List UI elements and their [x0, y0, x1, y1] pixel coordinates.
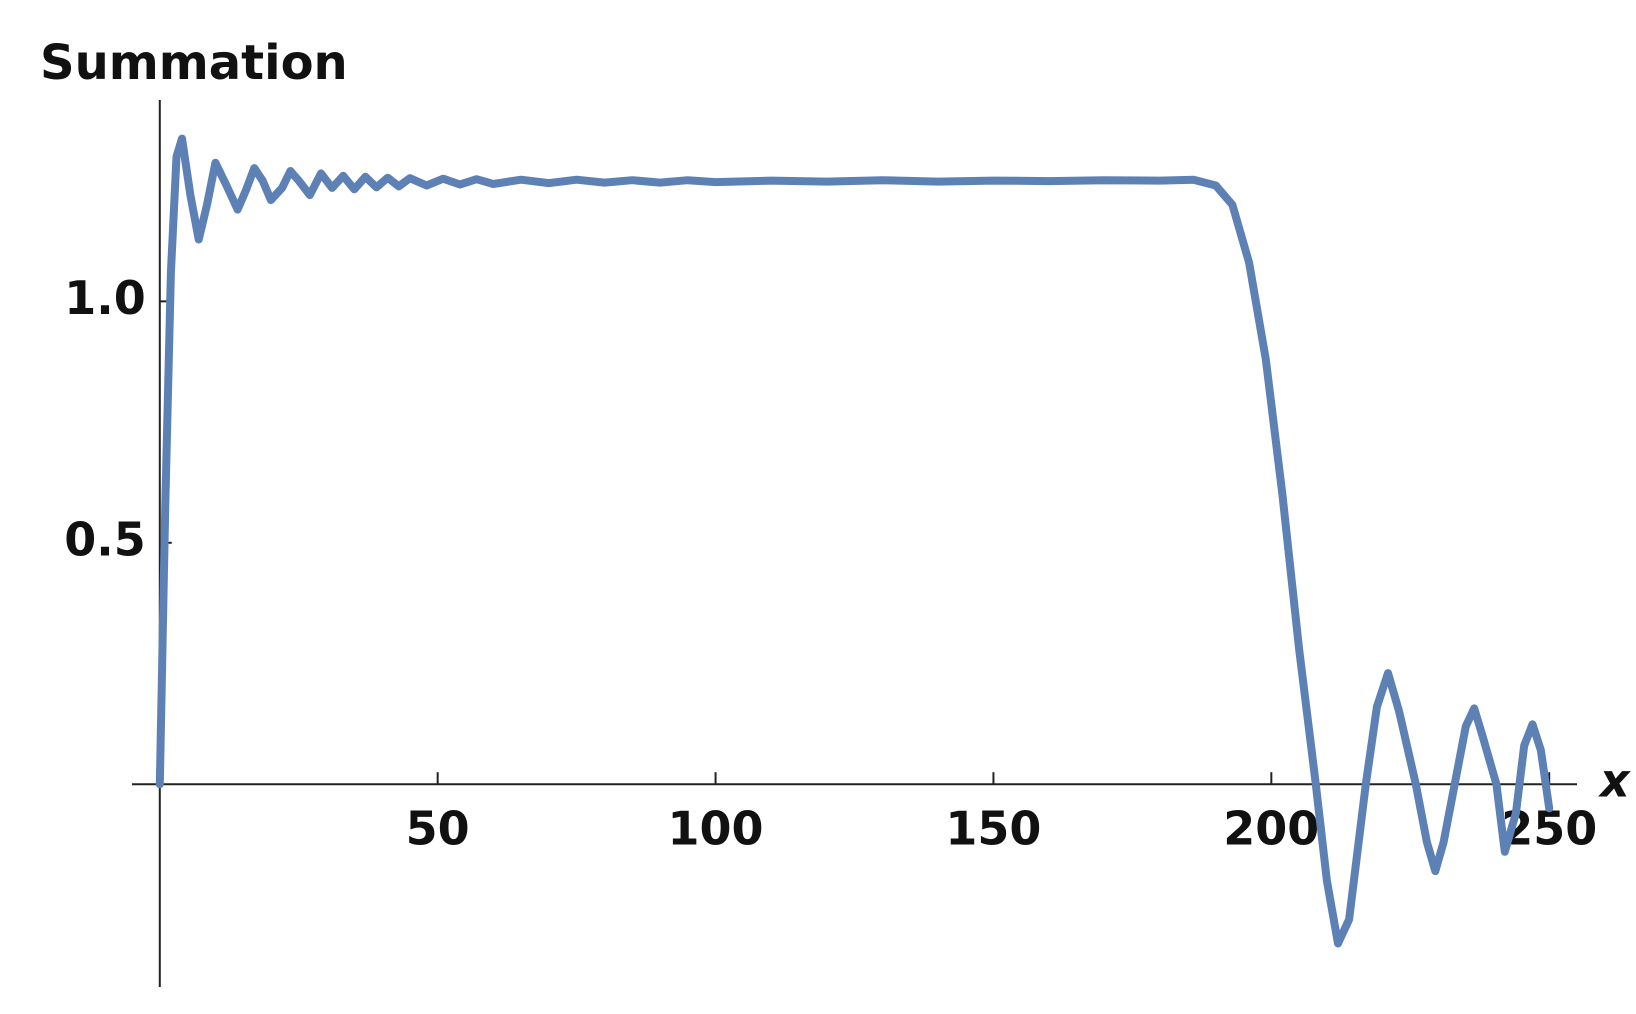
y-tick-label: 0.5 [64, 512, 146, 566]
line-series [155, 134, 1554, 948]
y-tick-label: 1.0 [64, 271, 146, 325]
chart-title: Summation [40, 35, 348, 91]
x-tick-label: 150 [945, 802, 1041, 856]
x-tick-label: 200 [1223, 802, 1319, 856]
x-tick-label: 100 [668, 802, 764, 856]
x-axis-label: x [1598, 754, 1631, 808]
x-tick-label: 50 [406, 802, 470, 856]
